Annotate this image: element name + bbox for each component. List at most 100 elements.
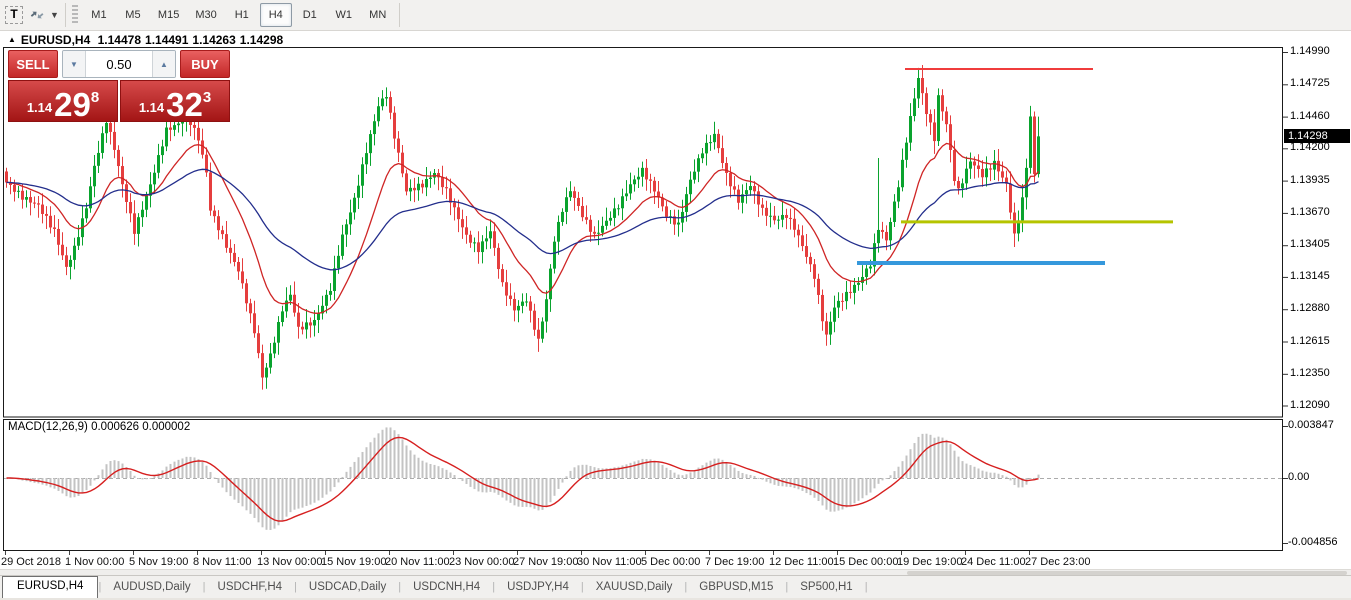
price-axis-label: 1.14460 [1290, 109, 1330, 122]
chart-tab-usdjpy-h4[interactable]: USDJPY,H4 [507, 581, 569, 593]
chevron-down-icon[interactable]: ▼ [50, 10, 59, 20]
volume-decrease-icon[interactable]: ▼ [63, 51, 86, 77]
date-axis-label: 1 Nov 00:00 [65, 556, 125, 568]
date-axis-label: 15 Nov 19:00 [321, 556, 387, 568]
tab-divider: | [398, 581, 402, 593]
chart-tab-usdcad-daily[interactable]: USDCAD,Daily [308, 581, 387, 593]
chart-tab-usdchf-h4[interactable]: USDCHF,H4 [217, 581, 283, 593]
sell-button[interactable]: SELL [8, 50, 58, 78]
tab-divider: | [98, 581, 102, 593]
date-axis-label: 15 Dec 00:00 [833, 556, 899, 568]
chart-symbol-period: EURUSD,H4 [20, 33, 91, 47]
volume-spinner: ▼ 0.50 ▲ [62, 50, 176, 78]
sell-price-pip: 8 [90, 89, 100, 106]
price-axis-label: 1.14200 [1290, 141, 1330, 154]
tab-divider: | [580, 581, 584, 593]
price-axis-label: 1.12090 [1290, 398, 1330, 411]
date-axis-label: 24 Dec 11:00 [961, 556, 1026, 568]
chart-tab-usdcnh-h4[interactable]: USDCNH,H4 [413, 581, 481, 593]
volume-increase-icon[interactable]: ▲ [152, 51, 175, 77]
date-axis-label: 5 Nov 19:00 [129, 556, 189, 568]
ohlc-close: 1.14298 [239, 33, 284, 47]
ohlc-low: 1.14263 [192, 33, 236, 47]
sell-price-prefix: 1.14 [26, 100, 53, 115]
text-tool-icon[interactable]: T [5, 6, 23, 24]
toolbar-separator [398, 3, 400, 27]
tab-divider: | [202, 581, 206, 593]
buy-button[interactable]: BUY [180, 50, 230, 78]
volume-input[interactable]: 0.50 [106, 56, 132, 72]
chart-tab-gbpusd-m15[interactable]: GBPUSD,M15 [699, 581, 774, 593]
macd-signal-line [6, 436, 1039, 522]
price-axis-label: 1.14725 [1290, 77, 1330, 90]
macd-indicator-label: MACD(12,26,9) 0.000626 0.000002 [8, 421, 191, 433]
fast-ma-line [6, 142, 1039, 314]
date-axis-label: 13 Nov 00:00 [257, 556, 323, 568]
tab-divider: | [294, 581, 297, 593]
timeframe-button-mn[interactable]: MN [369, 9, 387, 21]
buy-price-pip: 3 [202, 89, 212, 106]
date-axis-label: 12 Dec 11:00 [769, 556, 834, 568]
price-axis-label: 1.13670 [1290, 205, 1330, 218]
date-axis-label: 27 Dec 23:00 [1025, 556, 1091, 568]
timeframe-button-h1[interactable]: H1 [234, 9, 249, 21]
macd-axis-label: 0.00 [1288, 471, 1310, 483]
toolbar-separator [64, 3, 66, 27]
candles [5, 65, 1040, 390]
toolbar-grip[interactable] [71, 5, 78, 25]
top-toolbar: T ▼ M1 M5 M15 M30 H1 H4 D1 W1 MN [0, 0, 1351, 31]
macd-axis-label: -0.004856 [1288, 536, 1338, 548]
timeframe-button-m30[interactable]: M30 [195, 9, 217, 21]
macd-axis-label: 0.003847 [1288, 419, 1334, 431]
chart-tabs-bar: EURUSD,H4 | AUDUSD,Daily | USDCHF,H4 | USDCAD,… [0, 575, 1351, 598]
date-axis-label: 5 Dec 00:00 [641, 556, 701, 568]
date-axis-label: 23 Nov 00:00 [449, 556, 515, 568]
cycle-arrows-glyph [30, 11, 44, 19]
date-axis-label: 20 Nov 11:00 [385, 556, 450, 568]
buy-price-box[interactable]: 1.14 32 3 [120, 80, 230, 122]
tab-divider: | [785, 581, 789, 593]
status-bar [0, 598, 1351, 600]
scrollbar-thumb[interactable] [907, 571, 1347, 575]
date-axis-label: 27 Nov 19:00 [513, 556, 579, 568]
current-price-badge: 1.14298 [1284, 129, 1350, 144]
chart-title: ▲ EURUSD,H4 1.14478 1.14491 1.14263 1.14298 [8, 33, 287, 47]
slow-ma-line [6, 168, 1039, 271]
price-axis-label: 1.13145 [1290, 269, 1330, 282]
tab-divider: | [864, 581, 868, 593]
date-axis-label: 19 Dec 19:00 [897, 556, 963, 568]
chart-tab-audusd-daily[interactable]: AUDUSD,Daily [113, 581, 191, 593]
sell-price-big: 29 [54, 86, 91, 123]
timeframe-button-w1[interactable]: W1 [335, 9, 352, 21]
timeframe-button-h4[interactable]: H4 [259, 3, 292, 27]
timeframe-toolbar: M1 M5 M15 M30 H1 H4 D1 W1 MN [82, 3, 395, 27]
timeframe-button-m5[interactable]: M5 [125, 9, 141, 21]
price-axis-label: 1.12350 [1290, 366, 1330, 379]
date-axis-label: 7 Dec 19:00 [705, 556, 765, 568]
cycle-arrows-icon[interactable] [26, 4, 48, 26]
price-axis-label: 1.12880 [1290, 302, 1330, 315]
ohlc-open: 1.14478 [97, 33, 142, 47]
price-axis-label: 1.12615 [1290, 334, 1330, 347]
buy-price-big: 32 [166, 86, 203, 123]
timeframe-button-d1[interactable]: D1 [302, 9, 317, 21]
collapse-triangle-icon[interactable]: ▲ [8, 35, 16, 44]
buy-price-prefix: 1.14 [138, 100, 165, 115]
sell-price-box[interactable]: 1.14 29 8 [8, 80, 118, 122]
chart-tab-sp500-h1[interactable]: SP500,H1 [800, 581, 853, 593]
tab-divider: | [492, 581, 496, 593]
one-click-trading-panel: SELL ▼ 0.50 ▲ BUY 1.14 29 8 1.14 32 3 [8, 50, 230, 122]
timeframe-button-m15[interactable]: M15 [157, 9, 180, 21]
tab-divider: | [684, 581, 688, 593]
horizontal-scrollbar[interactable] [0, 569, 1351, 576]
date-axis-label: 8 Nov 11:00 [193, 556, 252, 568]
timeframe-button-m1[interactable]: M1 [91, 9, 107, 21]
price-axis-label: 1.13935 [1290, 173, 1330, 186]
price-axis-label: 1.14990 [1290, 45, 1330, 57]
date-axis-label: 30 Nov 11:00 [577, 556, 642, 568]
chart-tab-xauusd-daily[interactable]: XAUUSD,Daily [595, 581, 673, 593]
date-axis-label: 29 Oct 2018 [1, 556, 61, 568]
chart-tab-eurusd-h4[interactable]: EURUSD,H4 [2, 576, 99, 598]
